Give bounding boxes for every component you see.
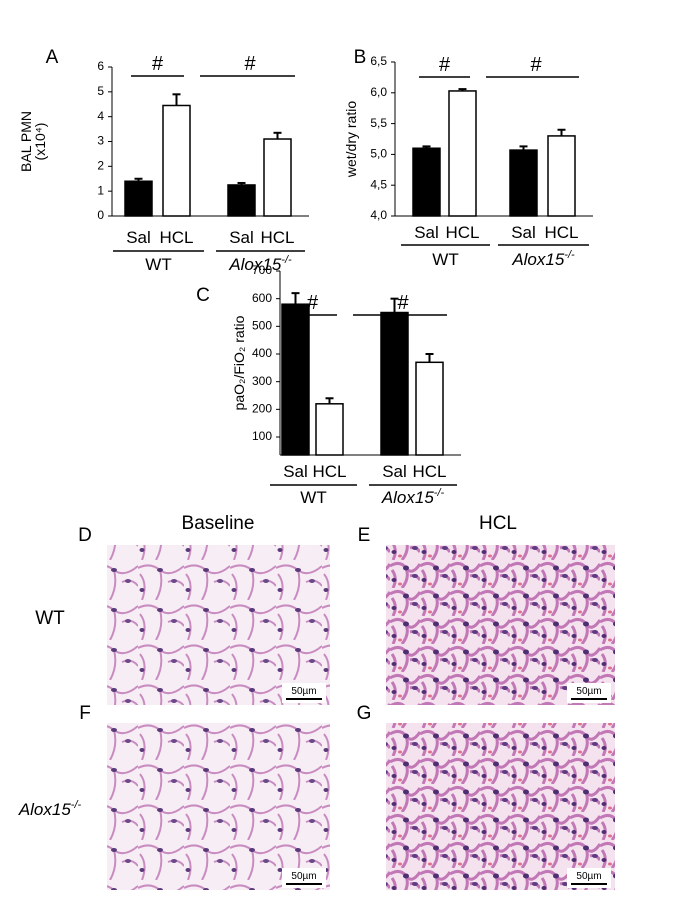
group-label: WT: [432, 250, 458, 269]
y-tick-label: 4,0: [370, 208, 387, 222]
bar: [162, 104, 191, 217]
micrograph: [107, 545, 330, 705]
bar: [315, 403, 344, 456]
group-label-text: WT: [432, 250, 458, 269]
panel-label: C: [196, 285, 210, 306]
significance-mark: #: [530, 54, 542, 76]
x-tick-label: HCL: [445, 223, 479, 242]
group-label-sup: -/-: [434, 487, 445, 499]
y-tick-label: 3: [97, 134, 104, 148]
column-label: HCL: [479, 513, 517, 534]
scale-label: 50µm: [576, 686, 601, 697]
y-tick-label: 6: [97, 59, 104, 73]
x-tick-label: HCL: [412, 462, 446, 481]
x-tick-label: HCL: [260, 228, 294, 247]
y-tick-label: 600: [252, 291, 272, 305]
y-tick-label: 5,5: [370, 116, 387, 130]
scale-label: 50µm: [576, 871, 601, 882]
y-tick-label: 6,0: [370, 85, 387, 99]
panel-label: G: [357, 703, 372, 724]
y-axis-label: BAL PMN: [18, 111, 34, 172]
bar: [448, 90, 477, 217]
group-label: WT: [300, 488, 326, 507]
bar: [380, 311, 409, 456]
x-tick-label: HCL: [159, 228, 193, 247]
row-label: WT: [35, 608, 65, 629]
panel-label: E: [358, 525, 371, 546]
x-tick-label: HCL: [544, 223, 578, 242]
y-tick-label: 500: [252, 319, 272, 333]
x-tick-label: Sal: [283, 462, 308, 481]
y-tick-label: 0: [97, 208, 104, 222]
column-label: Baseline: [182, 513, 255, 534]
panel-label: F: [79, 703, 91, 724]
group-label: Alox15-/-: [381, 487, 445, 507]
y-tick-label: 5: [97, 84, 104, 98]
y-axis-label: paO₂/FiO₂ ratio: [231, 315, 247, 410]
y-tick-label: 700: [252, 263, 272, 277]
y-tick-label: 5,0: [370, 147, 387, 161]
scale-label: 50µm: [291, 686, 316, 697]
bar: [263, 138, 292, 217]
y-axis-label: wet/dry ratio: [343, 101, 359, 178]
group-label: Alox15-/-: [511, 249, 575, 269]
y-axis-unit: (x10⁴): [32, 123, 48, 161]
y-tick-label: 400: [252, 346, 272, 360]
significance-mark: #: [397, 292, 409, 314]
bar: [281, 303, 310, 456]
group-label-text: Alox15: [228, 255, 282, 274]
row-label: Alox15-/-: [18, 799, 82, 819]
bar: [227, 184, 256, 217]
y-tick-label: 4,5: [370, 177, 387, 191]
y-tick-label: 300: [252, 374, 272, 388]
group-label-sup: -/-: [281, 254, 292, 266]
y-tick-label: 1: [97, 183, 104, 197]
group-label-sup: -/-: [564, 249, 575, 261]
significance-mark: #: [439, 54, 451, 76]
micrograph: [386, 723, 615, 890]
y-tick-label: 4: [97, 109, 104, 123]
group-label: WT: [145, 255, 171, 274]
group-label-text: Alox15: [381, 488, 435, 507]
panel-label: D: [78, 525, 92, 546]
x-tick-label: Sal: [382, 462, 407, 481]
bar: [412, 147, 441, 217]
panel-label: A: [46, 47, 59, 68]
x-tick-label: Sal: [126, 228, 151, 247]
x-tick-label: Sal: [511, 223, 536, 242]
bar: [547, 135, 576, 217]
micrograph: [107, 723, 330, 890]
significance-mark: #: [152, 53, 164, 75]
x-tick-label: Sal: [229, 228, 254, 247]
group-label-text: WT: [145, 255, 171, 274]
bar: [509, 149, 538, 217]
group-label: Alox15-/-: [228, 254, 292, 274]
bar: [415, 361, 444, 456]
y-tick-label: 6,5: [370, 54, 387, 68]
y-tick-label: 100: [252, 429, 272, 443]
y-tick-label: 2: [97, 159, 104, 173]
x-tick-label: HCL: [312, 462, 346, 481]
x-tick-label: Sal: [414, 223, 439, 242]
micrograph: [386, 545, 615, 705]
row-label-sup: -/-: [71, 799, 82, 811]
y-tick-label: 200: [252, 402, 272, 416]
panel-label: B: [354, 47, 367, 68]
group-label-text: Alox15: [511, 250, 565, 269]
significance-mark: #: [244, 53, 256, 75]
bar: [124, 180, 153, 217]
scale-label: 50µm: [291, 871, 316, 882]
group-label-text: WT: [300, 488, 326, 507]
significance-mark: #: [307, 292, 319, 314]
row-label-text: Alox15: [18, 800, 72, 819]
